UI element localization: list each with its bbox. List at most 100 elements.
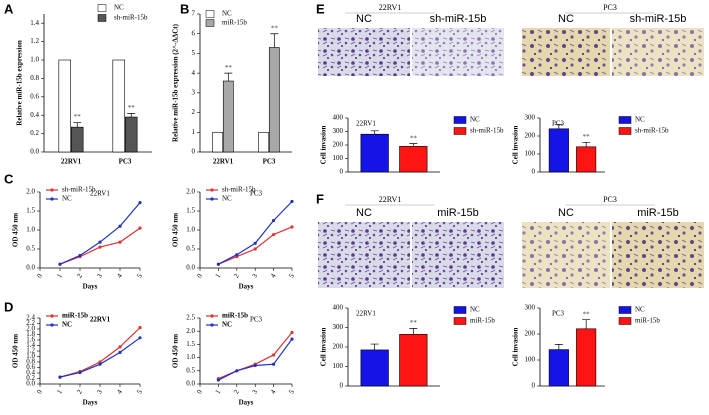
x-tick-label: 5 (287, 272, 296, 279)
y-tick-label: 2.0 (186, 327, 195, 335)
panel-label: C (4, 171, 14, 186)
chart-title: 22RV1 (356, 310, 376, 318)
error-bar (370, 130, 379, 135)
chart: 0.0 0.5 1.0 1.5 2.0 OD 450 nm 22RV1 0 1 2 3 4 5 Days s… (12, 186, 145, 291)
bar (112, 59, 126, 153)
legend-swatch (205, 10, 215, 18)
point (138, 226, 142, 230)
micrograph (522, 28, 610, 76)
y-tick-label: 1.6 (26, 336, 35, 344)
bar (548, 128, 569, 173)
micrograph (612, 222, 704, 288)
y-tick-label: 1 (192, 128, 196, 136)
x-tick-label: PC3 (119, 158, 132, 166)
error-bar (370, 343, 379, 350)
legend-label: NC (470, 306, 480, 314)
legend-swatch (618, 306, 632, 314)
chart: 0.0 0.5 1.0 1.5 2.0 OD 450 nm PC3 0 1 2 3 4 5 Days sh-… (172, 186, 297, 291)
legend-swatch (205, 19, 215, 27)
y-tick-label: 2.5 (186, 314, 195, 322)
legend-label: miR-15b (635, 317, 660, 325)
bar (399, 334, 428, 387)
line (218, 332, 293, 380)
chart-title: 22RV1 (90, 316, 111, 324)
bar (212, 131, 224, 153)
point (98, 362, 102, 366)
legend-label: sh-miR-15b (62, 186, 96, 194)
legend-swatch (453, 317, 467, 325)
line (59, 202, 141, 265)
point (290, 199, 294, 204)
bar (58, 59, 72, 153)
point (290, 330, 294, 335)
annotation: ** (225, 64, 233, 72)
panel-label: D (4, 299, 13, 314)
y-tick-label: 1.2 (30, 37, 39, 45)
bar (360, 133, 389, 173)
point (290, 337, 294, 341)
legend-label: sh-miR-15b (222, 186, 256, 194)
bar (360, 349, 389, 387)
point (253, 247, 257, 251)
point (253, 241, 257, 245)
bar (399, 146, 428, 173)
line (59, 327, 141, 378)
x-axis-label: Days (239, 283, 254, 291)
y-tick-label: 0 (192, 148, 196, 156)
x-tick-label: 3 (95, 388, 104, 395)
x-tick-label: 1 (55, 272, 64, 279)
point (118, 240, 122, 244)
image-group-label: PC3 (603, 3, 617, 12)
point (58, 262, 62, 266)
image-label: NC (558, 13, 574, 25)
point (253, 363, 257, 368)
point (272, 353, 276, 357)
legend-label: sh-miR-15b (470, 127, 504, 135)
line (59, 337, 141, 378)
chart-title: PC3 (250, 190, 263, 198)
point (58, 375, 62, 379)
x-tick-label: 3 (251, 388, 260, 395)
point (272, 232, 276, 237)
y-tick-label: 0.0 (186, 264, 195, 272)
point (98, 245, 102, 249)
error-bar (127, 113, 136, 118)
legend-label: NC (114, 4, 124, 12)
annotation: ** (583, 310, 591, 318)
y-tick-label: 200 (333, 141, 344, 149)
image-group-label: 22RV1 (379, 195, 401, 204)
y-axis-label: Relative miR-15b expression (2^-ΔΔCt) (172, 23, 180, 142)
legend-swatch (50, 323, 54, 327)
point (216, 262, 220, 266)
legend-swatch (453, 116, 467, 124)
legend-swatch (453, 306, 467, 314)
y-tick-label: 5 (192, 49, 196, 57)
y-tick-label: 300 (333, 323, 344, 331)
y-tick-label: 1.8 (26, 330, 35, 338)
bar (576, 328, 597, 387)
x-tick-label: 2 (232, 272, 241, 279)
y-tick-label: 0.8 (30, 74, 39, 82)
y-tick-label: 0.0 (26, 380, 35, 388)
chart-title: 22RV1 (90, 190, 110, 198)
micrograph (412, 222, 504, 288)
legend-label: NC (635, 306, 645, 314)
y-tick-label: 0.8 (26, 358, 35, 366)
error-bar (554, 123, 563, 129)
y-tick-label: 1.0 (186, 226, 195, 234)
legend-label: NC (222, 321, 232, 329)
y-tick-label: 0.4 (26, 369, 35, 377)
chart: 0.0 0.2 0.4 0.6 0.8 1.0 1.2 1.4 Relative miR-15b… (16, 4, 152, 166)
panel-label: B (180, 1, 189, 16)
image-label: NC (558, 207, 574, 219)
image-label: miR-15b (637, 207, 679, 219)
point (235, 369, 239, 373)
y-axis-label: OD 450 nm (12, 213, 20, 247)
bar (268, 47, 280, 153)
y-axis-label: OD 450 nm (172, 213, 180, 247)
x-tick-label: 4 (115, 388, 124, 395)
x-tick-label: 0 (35, 272, 44, 279)
x-tick-label: PC3 (263, 158, 276, 166)
legend-label: miR-15b (62, 312, 88, 320)
